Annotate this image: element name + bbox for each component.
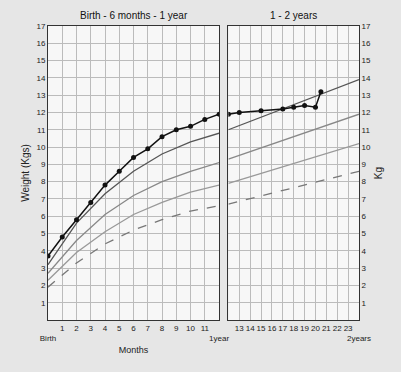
- svg-text:10: 10: [362, 143, 371, 152]
- svg-text:15: 15: [257, 324, 266, 333]
- svg-text:8: 8: [41, 177, 46, 186]
- svg-text:19: 19: [300, 324, 309, 333]
- svg-text:1 - 2 years: 1 - 2 years: [270, 10, 317, 21]
- svg-text:7: 7: [41, 195, 46, 204]
- svg-text:11: 11: [201, 324, 210, 333]
- svg-text:12: 12: [362, 108, 371, 117]
- svg-text:4: 4: [41, 247, 46, 256]
- svg-text:17: 17: [278, 324, 287, 333]
- svg-text:16: 16: [362, 39, 371, 48]
- svg-text:8: 8: [362, 177, 367, 186]
- svg-text:10: 10: [36, 143, 45, 152]
- svg-text:5: 5: [117, 324, 122, 333]
- svg-text:7: 7: [362, 195, 367, 204]
- svg-text:2: 2: [362, 281, 367, 290]
- svg-text:3: 3: [41, 264, 46, 273]
- svg-text:15: 15: [36, 56, 45, 65]
- svg-text:11: 11: [362, 126, 371, 135]
- svg-text:17: 17: [362, 22, 371, 31]
- svg-text:14: 14: [362, 74, 371, 83]
- svg-text:9: 9: [174, 324, 179, 333]
- svg-text:Months: Months: [119, 345, 149, 355]
- svg-text:2years: 2years: [347, 334, 371, 343]
- svg-text:4: 4: [362, 247, 367, 256]
- svg-text:4: 4: [103, 324, 108, 333]
- svg-text:Birth: Birth: [40, 334, 56, 343]
- svg-text:Birth - 6 months - 1 year: Birth - 6 months - 1 year: [80, 10, 188, 21]
- svg-text:7: 7: [146, 324, 151, 333]
- svg-text:1: 1: [41, 299, 46, 308]
- svg-text:8: 8: [160, 324, 165, 333]
- svg-text:3: 3: [362, 264, 367, 273]
- svg-text:16: 16: [36, 39, 45, 48]
- svg-text:5: 5: [362, 229, 367, 238]
- svg-text:11: 11: [37, 126, 46, 135]
- svg-text:10: 10: [186, 324, 195, 333]
- svg-text:22: 22: [333, 324, 342, 333]
- svg-text:13: 13: [362, 91, 371, 100]
- svg-text:6: 6: [362, 212, 367, 221]
- svg-text:21: 21: [322, 324, 331, 333]
- svg-text:13: 13: [36, 91, 45, 100]
- svg-text:1: 1: [60, 324, 65, 333]
- svg-text:13: 13: [235, 324, 244, 333]
- svg-text:14: 14: [36, 74, 45, 83]
- svg-text:17: 17: [36, 22, 45, 31]
- svg-text:14: 14: [246, 324, 255, 333]
- svg-text:9: 9: [41, 160, 46, 169]
- svg-text:16: 16: [267, 324, 276, 333]
- svg-text:1: 1: [362, 299, 367, 308]
- svg-text:5: 5: [41, 229, 46, 238]
- svg-text:15: 15: [362, 56, 371, 65]
- svg-text:2: 2: [41, 281, 46, 290]
- svg-text:2: 2: [74, 324, 79, 333]
- svg-text:12: 12: [36, 108, 45, 117]
- svg-text:6: 6: [131, 324, 136, 333]
- svg-text:3: 3: [89, 324, 94, 333]
- svg-text:20: 20: [311, 324, 320, 333]
- svg-text:1year: 1year: [209, 334, 229, 343]
- svg-text:9: 9: [362, 160, 367, 169]
- svg-text:Weight (Kgs): Weight (Kgs): [20, 144, 31, 202]
- svg-text:6: 6: [41, 212, 46, 221]
- svg-text:Kg: Kg: [373, 167, 384, 179]
- svg-text:23: 23: [344, 324, 353, 333]
- svg-text:18: 18: [289, 324, 298, 333]
